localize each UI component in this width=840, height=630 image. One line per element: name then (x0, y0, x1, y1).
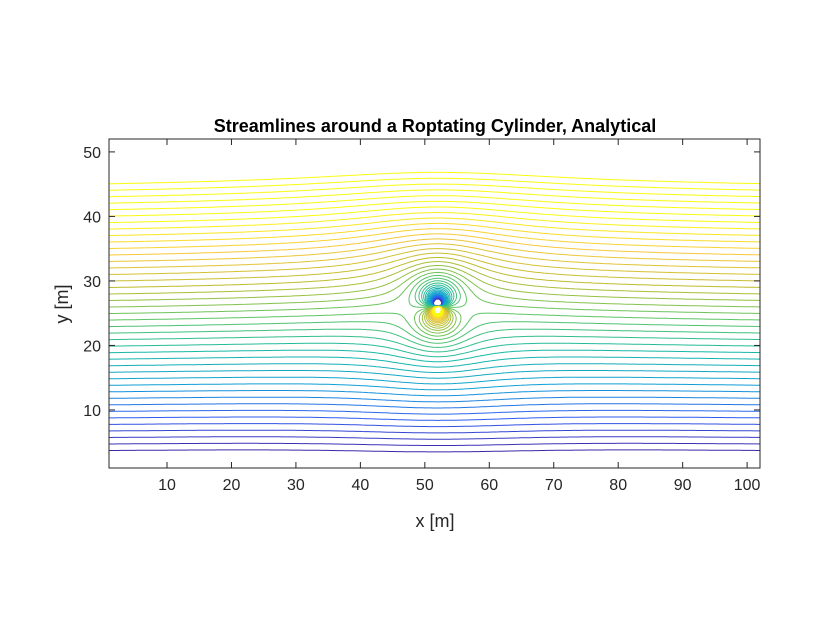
streamline-contour (109, 275, 760, 340)
y-axis: 10 20 30 40 50 (83, 145, 760, 420)
streamline-contour (109, 200, 760, 316)
streamline-contour (109, 290, 760, 379)
streamline-contour (109, 271, 760, 337)
x-tick-label: 20 (223, 477, 241, 494)
streamline-contour (109, 222, 760, 319)
streamline-contour (109, 294, 760, 403)
streamline-contour (109, 291, 760, 385)
streamline-contour (109, 228, 760, 320)
x-tick-label: 80 (609, 477, 627, 494)
streamline-contour (109, 297, 760, 434)
x-tick-label: 90 (674, 477, 692, 494)
streamline-contour (109, 252, 760, 325)
streamline-contour (109, 171, 760, 315)
streamline-contour (109, 298, 760, 446)
streamline-contour (109, 298, 760, 453)
streamline-contour (109, 238, 760, 321)
x-tick-label: 50 (416, 477, 434, 494)
streamline-contour (109, 289, 760, 373)
streamline-contour (109, 293, 760, 397)
streamline-contour (109, 243, 760, 323)
y-tick-label: 50 (83, 145, 101, 162)
streamline-contour (109, 295, 760, 415)
streamline-contour (109, 277, 760, 344)
streamline-contour (109, 280, 760, 348)
x-tick-label: 100 (734, 477, 761, 494)
y-tick-label: 30 (83, 274, 101, 291)
streamline-contour (109, 248, 760, 324)
streamline-contour (109, 296, 760, 421)
x-axis: 10 20 30 40 50 60 70 80 90 100 (158, 139, 761, 494)
streamline-contour (109, 292, 760, 391)
streamline-contours (109, 171, 760, 453)
y-tick-label: 40 (83, 209, 101, 226)
streamline-contour (109, 268, 760, 334)
y-tick-label: 20 (83, 338, 101, 355)
axes-box (108, 138, 761, 469)
x-axis-label: x [m] (416, 511, 455, 531)
y-tick-label: 10 (83, 403, 101, 420)
streamline-contour (109, 296, 760, 428)
x-tick-label: 30 (287, 477, 305, 494)
x-tick-label: 40 (351, 477, 369, 494)
x-tick-label: 60 (480, 477, 498, 494)
x-tick-label: 10 (158, 477, 176, 494)
streamline-contour (109, 295, 760, 409)
streamline-contour (109, 282, 760, 353)
streamline-contour (109, 297, 760, 440)
chart-title: Streamlines around a Roptating Cylinder,… (214, 116, 656, 136)
y-axis-label: y [m] (52, 285, 72, 324)
streamline-contour (109, 233, 760, 320)
x-tick-label: 70 (545, 477, 563, 494)
